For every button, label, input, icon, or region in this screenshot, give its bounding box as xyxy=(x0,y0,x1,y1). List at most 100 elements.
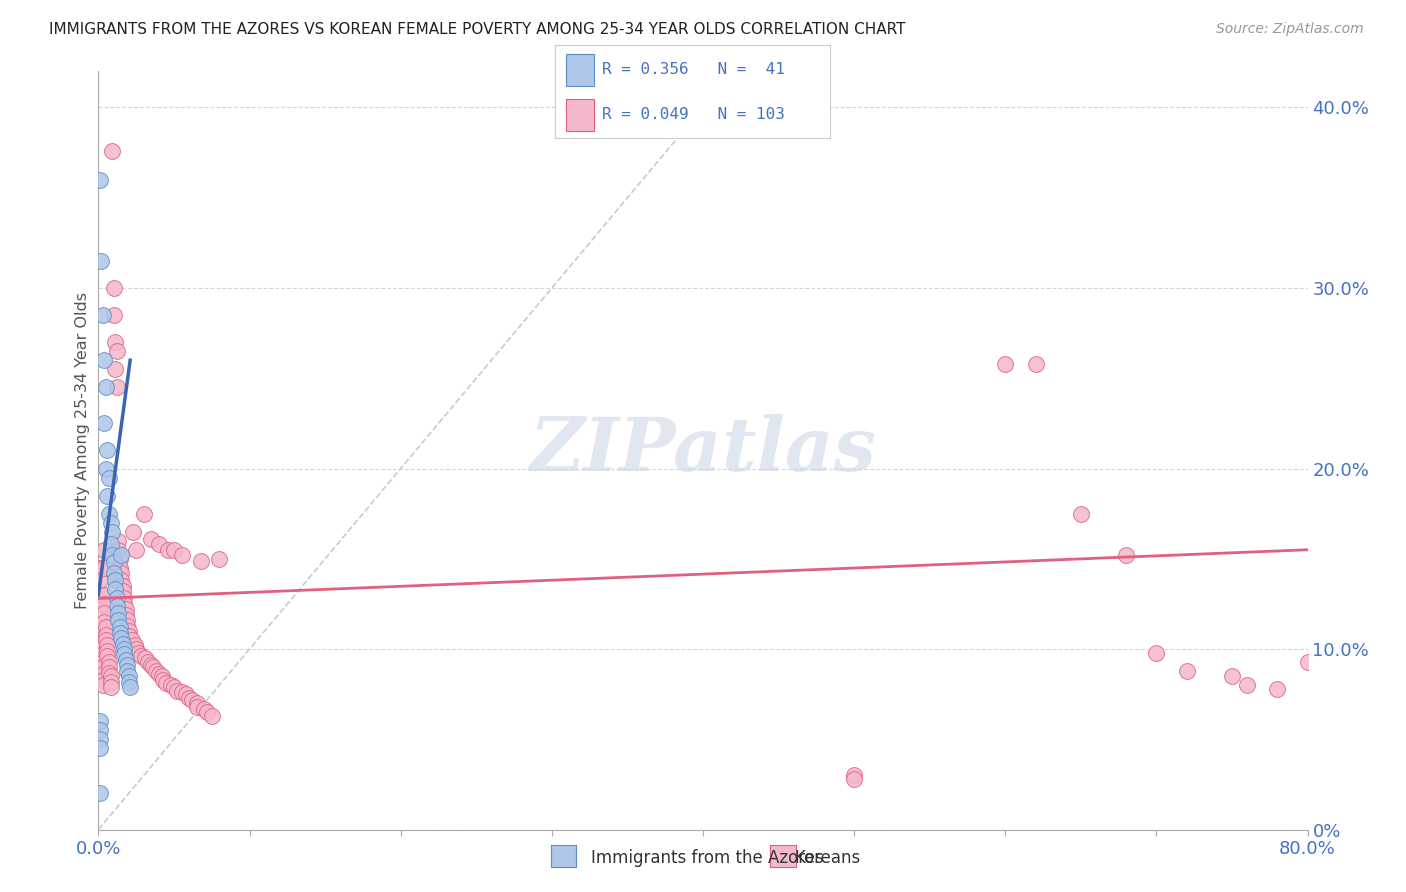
Point xyxy=(108,551,131,566)
Point xyxy=(186,699,208,714)
Point xyxy=(100,537,122,551)
Point xyxy=(93,606,115,620)
Point xyxy=(107,542,129,557)
Point xyxy=(100,516,122,530)
Point xyxy=(125,542,148,557)
Point xyxy=(1296,655,1319,669)
Point xyxy=(93,542,115,557)
Point xyxy=(132,507,155,521)
Point xyxy=(98,470,121,484)
Text: R = 0.049   N = 103: R = 0.049 N = 103 xyxy=(602,107,785,122)
Point xyxy=(129,649,152,664)
Point xyxy=(93,597,115,611)
Point xyxy=(150,669,173,683)
Point xyxy=(174,687,197,701)
Point xyxy=(91,648,114,662)
Point xyxy=(844,768,866,782)
Point xyxy=(1144,646,1167,660)
Point xyxy=(105,591,128,606)
Point xyxy=(120,680,142,694)
Point xyxy=(155,676,177,690)
Point xyxy=(100,669,122,683)
Point xyxy=(91,308,114,322)
Point xyxy=(94,620,117,634)
Point xyxy=(1175,664,1198,678)
Point xyxy=(100,680,122,694)
Point xyxy=(94,461,117,475)
Point xyxy=(1236,678,1258,692)
Point xyxy=(89,588,111,602)
Point xyxy=(134,651,156,665)
Point xyxy=(148,667,170,681)
Point xyxy=(115,613,138,627)
Point xyxy=(93,561,115,575)
Point xyxy=(103,308,125,322)
Point xyxy=(105,599,128,613)
Point xyxy=(111,637,134,651)
Point xyxy=(89,723,111,738)
Point xyxy=(142,660,165,674)
Point xyxy=(103,281,125,295)
Text: Koreans: Koreans xyxy=(794,849,860,867)
Point xyxy=(166,683,188,698)
Y-axis label: Female Poverty Among 25-34 Year Olds: Female Poverty Among 25-34 Year Olds xyxy=(75,292,90,609)
Point xyxy=(121,633,143,648)
Point xyxy=(101,144,124,158)
Point xyxy=(94,633,117,648)
Point xyxy=(118,674,141,689)
Point xyxy=(98,665,121,680)
Point xyxy=(112,597,135,611)
Point xyxy=(112,591,135,606)
Point xyxy=(90,624,112,638)
Point xyxy=(170,685,193,699)
Point xyxy=(96,489,118,503)
Point xyxy=(89,732,111,747)
Point xyxy=(122,524,145,539)
Point xyxy=(108,620,131,634)
Point xyxy=(108,561,131,575)
Point xyxy=(145,664,167,678)
Point xyxy=(114,602,136,616)
Point xyxy=(114,607,136,622)
Point xyxy=(98,660,121,674)
Point xyxy=(160,678,183,692)
Point xyxy=(179,690,201,705)
Point xyxy=(141,532,163,546)
Point xyxy=(96,644,118,658)
Point xyxy=(114,653,136,667)
Point xyxy=(93,615,115,629)
Point xyxy=(181,692,204,706)
Point xyxy=(93,417,115,431)
Point xyxy=(110,548,132,562)
Point xyxy=(994,357,1017,371)
Point xyxy=(90,253,112,268)
Point xyxy=(105,344,128,359)
Point xyxy=(104,574,127,588)
Text: R = 0.356   N =  41: R = 0.356 N = 41 xyxy=(602,62,785,78)
Point xyxy=(125,642,148,657)
Point xyxy=(91,667,114,681)
Point xyxy=(141,658,163,673)
Point xyxy=(1070,507,1092,521)
Point xyxy=(101,548,124,562)
Point xyxy=(107,606,129,620)
Point xyxy=(115,664,138,678)
Point xyxy=(104,362,127,376)
Point xyxy=(186,696,208,710)
Point xyxy=(104,335,127,350)
Point xyxy=(124,639,146,653)
Point xyxy=(98,507,121,521)
Point xyxy=(201,708,224,723)
Point xyxy=(148,537,170,551)
Point xyxy=(103,555,125,569)
Point xyxy=(90,633,112,648)
Point xyxy=(89,172,111,186)
Point xyxy=(89,600,111,615)
Point xyxy=(1115,548,1137,562)
Point xyxy=(156,542,179,557)
Text: Immigrants from the Azores: Immigrants from the Azores xyxy=(591,849,824,867)
Point xyxy=(118,624,141,638)
Point xyxy=(108,625,131,640)
Point xyxy=(190,553,212,567)
Point xyxy=(89,787,111,801)
